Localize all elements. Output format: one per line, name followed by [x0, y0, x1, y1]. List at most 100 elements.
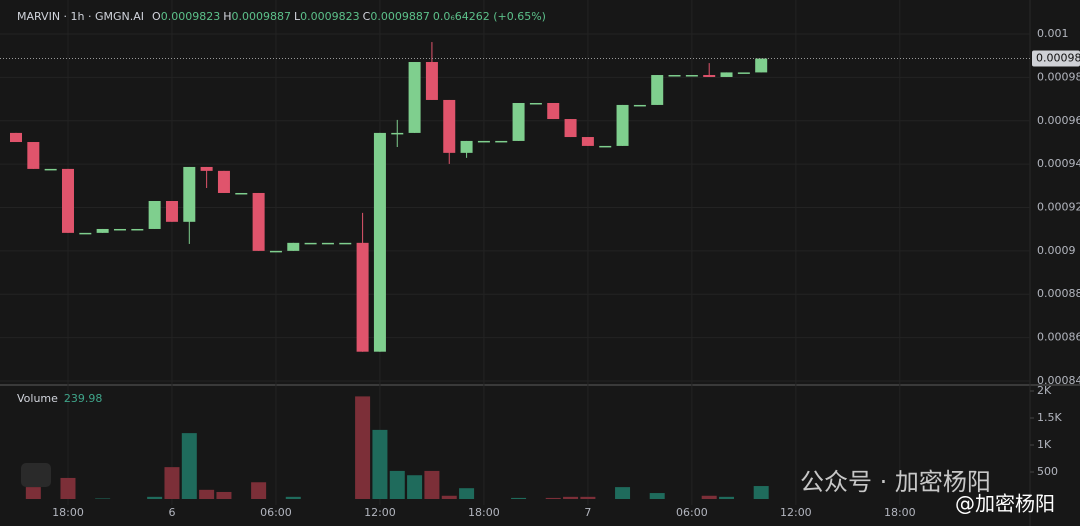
- candle-body: [460, 140, 473, 153]
- volume-header: Volume 239.98: [17, 392, 102, 405]
- candle-body: [668, 75, 681, 77]
- candle-body: [703, 75, 716, 77]
- volume-bar: [199, 489, 215, 499]
- y-tick-label: 0.00084: [1037, 374, 1080, 387]
- volume-bar: [424, 470, 440, 499]
- ohlc-value: 0.0009887: [232, 10, 292, 23]
- volume-bar: [372, 429, 388, 499]
- candle-body: [148, 200, 161, 229]
- volume-bar: [285, 496, 301, 499]
- candle-body: [529, 102, 542, 105]
- candle-body: [755, 58, 768, 73]
- x-tick-label: 06:00: [260, 506, 292, 519]
- candle-body: [408, 62, 421, 133]
- y-tick-label: 0.00086: [1037, 331, 1080, 344]
- candle-body: [96, 228, 109, 233]
- candle-body: [356, 242, 369, 352]
- symbol: MARVIN · 1h · GMGN.AI: [17, 10, 144, 23]
- volume-title: Volume: [17, 392, 58, 405]
- candle-body: [113, 228, 126, 231]
- logo: [21, 463, 51, 487]
- candle-body: [44, 168, 57, 171]
- y-tick-label: 0.001: [1037, 27, 1069, 40]
- volume-tick-label: 1.5K: [1037, 411, 1062, 424]
- volume-bar: [649, 493, 665, 499]
- y-tick-label: 0.00092: [1037, 201, 1080, 214]
- volume-bar: [701, 495, 717, 499]
- candle-body: [720, 72, 733, 77]
- volume-bar: [719, 496, 735, 499]
- x-tick-label: 12:00: [780, 506, 812, 519]
- ohlc-value: 0.0009887: [370, 10, 430, 23]
- ohlc-label: C: [363, 10, 371, 23]
- candle-body: [131, 228, 144, 231]
- x-tick-label: 12:00: [364, 506, 396, 519]
- candle-body: [79, 232, 92, 235]
- volume-bar: [251, 482, 267, 499]
- y-tick-label: 0.00096: [1037, 114, 1080, 127]
- volume-bar: [615, 487, 631, 499]
- x-tick-label: 7: [584, 506, 591, 519]
- candle-body: [183, 166, 196, 222]
- volume-bar: [545, 497, 561, 499]
- volume-bar: [164, 467, 180, 499]
- candle-body: [235, 192, 248, 195]
- volume-tick-label: 500: [1037, 465, 1058, 478]
- handle: @加密杨阳: [955, 492, 1055, 516]
- candle-body: [512, 102, 525, 141]
- volume-bar: [147, 496, 163, 499]
- candle-body: [564, 119, 577, 138]
- candle-body: [581, 137, 594, 146]
- candle-body: [269, 250, 282, 253]
- candle-body: [287, 242, 300, 251]
- volume-tick-label: 2K: [1037, 384, 1052, 397]
- volume-bar: [580, 496, 596, 499]
- volume-bar: [407, 475, 423, 499]
- candle-body: [339, 242, 352, 245]
- y-tick-label: 0.0009: [1037, 244, 1076, 257]
- volume-tick-label: 1K: [1037, 438, 1052, 451]
- watermark: 公众号 · 加密杨阳: [800, 468, 991, 496]
- candle-body: [10, 132, 22, 143]
- volume-bar: [441, 495, 457, 499]
- legend-header: MARVIN · 1h · GMGN.AI O0.0009823 H0.000988…: [17, 10, 546, 23]
- price-tag-box: [1032, 50, 1080, 67]
- ohlc-value: 0.0009823: [300, 10, 360, 23]
- candle-body: [651, 75, 664, 105]
- volume-bar: [511, 497, 527, 499]
- candle-body: [495, 140, 508, 143]
- candle-body: [252, 192, 265, 251]
- candle-body: [61, 168, 74, 233]
- price-tag: 0.000988: [1036, 52, 1080, 65]
- candle-body: [304, 242, 317, 245]
- candle-body: [321, 242, 334, 245]
- ohlc-label: L: [294, 10, 301, 23]
- candle-body: [633, 104, 646, 107]
- x-tick-label: 18:00: [52, 506, 84, 519]
- volume-bar: [459, 488, 475, 499]
- x-tick-label: 06:00: [676, 506, 708, 519]
- ohlc-value: 0.0009823: [161, 10, 221, 23]
- volume-bar: [216, 491, 232, 499]
- candle-body: [165, 200, 178, 222]
- candle-body: [737, 72, 750, 74]
- volume-bar: [60, 477, 76, 499]
- volume-last: 239.98: [64, 392, 103, 405]
- ohlc-label: H: [223, 10, 231, 23]
- candle-body: [425, 62, 438, 100]
- y-tick-label: 0.00098: [1037, 70, 1080, 83]
- volume-bar: [181, 433, 197, 499]
- volume-bar: [563, 496, 579, 499]
- volume-bar: [753, 486, 769, 499]
- candle-body: [599, 145, 612, 148]
- candle-body: [27, 142, 40, 169]
- y-tick-label: 0.00094: [1037, 157, 1080, 170]
- candle-body: [685, 75, 698, 77]
- x-tick-label: 18:00: [884, 506, 916, 519]
- candle-body: [477, 140, 490, 143]
- change: 0.0₆64262 (+0.65%): [433, 10, 546, 23]
- volume-bar: [95, 498, 111, 499]
